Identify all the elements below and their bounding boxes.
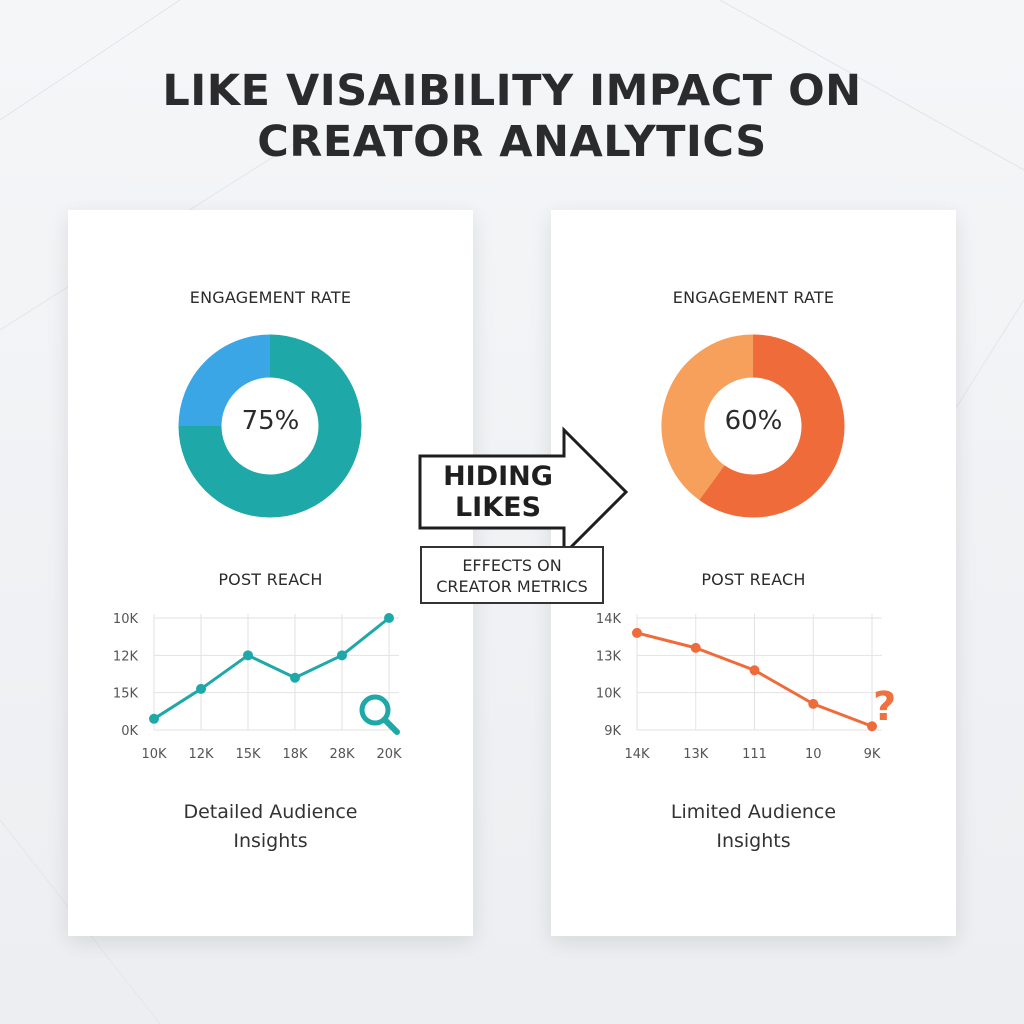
donut-segment-main	[699, 334, 845, 518]
caption-right-line-1: Limited Audience	[670, 801, 837, 823]
panel-left: 10K 12K 15K 0K 10K 12K 15K 18K 28K 20K ENGAGEMENT…	[68, 210, 473, 936]
data-point	[337, 650, 347, 661]
engagement-value: 60%	[724, 406, 783, 436]
data-point	[290, 672, 300, 683]
x-tick-label: 20K	[376, 747, 402, 762]
engagement-value: 75%	[241, 406, 300, 436]
x-tick-label: 10	[805, 747, 822, 762]
caption-left-line-2: Insights	[233, 830, 308, 852]
series-line	[153, 616, 390, 721]
page-title: LIKE VISAIBILITY IMPACT ON CREATOR ANALY…	[0, 66, 1024, 168]
x-tick-label: 28K	[329, 747, 355, 762]
post-reach-label: POST REACH	[701, 570, 806, 589]
post-reach-label: POST REACH	[218, 570, 323, 589]
y-tick-label: 0K	[121, 724, 138, 739]
y-tick-label: 10K	[113, 612, 139, 627]
engagement-rate-label: ENGAGEMENT RATE	[672, 288, 835, 307]
engagement-donut-right	[661, 334, 845, 518]
question-mark-icon: ?	[873, 684, 897, 730]
arrow-shape	[418, 426, 629, 558]
x-tick-label: 15K	[235, 747, 261, 762]
x-tick-label: 10K	[141, 747, 167, 762]
data-point	[384, 613, 394, 623]
page-title-line-2: CREATOR ANALYTICS	[257, 117, 767, 167]
hiding-likes-line-1: HIDING	[443, 461, 553, 492]
hiding-likes-line-2: LIKES	[454, 492, 542, 523]
engagement-donut-left	[178, 334, 362, 518]
data-point	[808, 698, 819, 709]
x-tick-label: 12K	[188, 747, 214, 762]
effects-box: EFFECTS ON CREATOR METRICS	[420, 546, 604, 604]
x-tick-label: 14K	[624, 747, 650, 762]
data-point	[243, 650, 253, 661]
data-point	[149, 713, 159, 724]
data-point	[867, 721, 877, 732]
caption-left: Detailed Audience Insights	[128, 798, 413, 856]
x-tick-label: 111	[742, 747, 767, 762]
caption-left-line-1: Detailed Audience	[183, 801, 358, 823]
caption-right-line-2: Insights	[716, 830, 791, 852]
hiding-likes-label: HIDING LIKES	[424, 461, 572, 523]
y-tick-label: 10K	[596, 687, 622, 702]
donut-segment-main	[178, 334, 362, 518]
effects-line-1: EFFECTS ON	[462, 556, 562, 575]
panel-right: 14K 13K 10K 9K 14K 13K 111 10 9K ENGAGEMENT RATE…	[551, 210, 956, 936]
data-point	[749, 665, 760, 676]
y-tick-label: 14K	[596, 612, 622, 627]
donut-segment-rest	[178, 334, 271, 427]
effects-line-2: CREATOR METRICS	[436, 577, 588, 596]
data-point	[690, 642, 701, 653]
data-point	[196, 683, 206, 694]
donut-segment-rest	[661, 334, 754, 501]
y-tick-label: 9K	[604, 724, 621, 739]
caption-right: Limited Audience Insights	[611, 798, 896, 856]
magnifier-icon	[359, 694, 400, 735]
x-tick-label: 18K	[282, 747, 308, 762]
y-tick-label: 12K	[113, 649, 139, 664]
data-point	[632, 627, 642, 638]
x-tick-label: 13K	[683, 747, 709, 762]
x-tick-label: 9K	[864, 747, 881, 762]
engagement-rate-label: ENGAGEMENT RATE	[189, 288, 352, 307]
y-tick-label: 15K	[113, 687, 139, 702]
y-tick-label: 13K	[596, 649, 622, 664]
page-title-line-1: LIKE VISAIBILITY IMPACT ON	[162, 66, 862, 116]
